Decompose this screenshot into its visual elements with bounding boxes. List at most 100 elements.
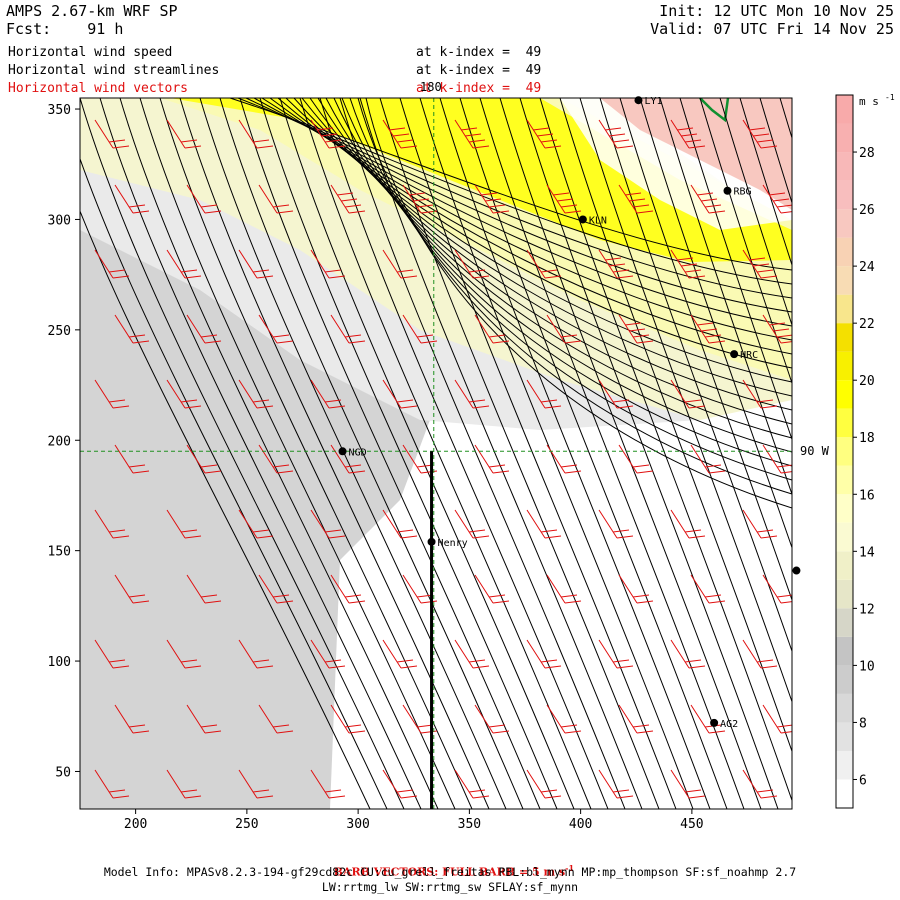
station-label: AG2 bbox=[720, 719, 738, 730]
wind-barb bbox=[186, 574, 222, 604]
streamline bbox=[279, 98, 575, 809]
streamline bbox=[341, 98, 792, 467]
streamline bbox=[99, 98, 422, 809]
wind-barb bbox=[762, 574, 792, 604]
model-title: AMPS 2.67-km WRF SP bbox=[6, 2, 178, 20]
wind-barb bbox=[94, 509, 130, 539]
wind-barb bbox=[114, 444, 150, 474]
wind-barb bbox=[330, 444, 366, 474]
field-vector-level: at k-index = 49 bbox=[416, 81, 542, 96]
station-label: HRC bbox=[740, 350, 758, 361]
streamline bbox=[333, 98, 792, 453]
colorbar-units: m s bbox=[859, 95, 879, 108]
streamline bbox=[539, 98, 792, 802]
wind-barb bbox=[618, 184, 654, 214]
wind-barb bbox=[474, 444, 510, 474]
wind-barb bbox=[166, 249, 202, 279]
streamline bbox=[139, 98, 456, 809]
colorbar-swatch bbox=[836, 123, 853, 153]
wind-barb bbox=[670, 769, 706, 799]
wind-barb bbox=[618, 574, 654, 604]
wind-barb bbox=[598, 249, 634, 279]
streamline bbox=[299, 98, 592, 809]
x-tick-label: 350 bbox=[458, 817, 481, 832]
streamline bbox=[199, 98, 507, 809]
colorbar-swatch bbox=[836, 722, 853, 751]
station-marker bbox=[730, 350, 739, 359]
y-tick-label: 100 bbox=[48, 655, 71, 670]
speed-region-terrain-white bbox=[560, 98, 792, 230]
wind-barb bbox=[186, 184, 222, 214]
wind-barb bbox=[546, 314, 582, 344]
wind-barb bbox=[742, 119, 778, 149]
wind-barb bbox=[454, 379, 490, 409]
wind-barb bbox=[762, 704, 792, 734]
model-info-line2: LW:rrtmg_lw SW:rrtmg_sw SFLAY:sf_mynn bbox=[321, 880, 579, 894]
colorbar-swatch bbox=[836, 152, 853, 181]
field-streamline-level: at k-index = 49 bbox=[416, 63, 542, 78]
colorbar-swatch bbox=[836, 693, 853, 723]
field-speed-level: at k-index = 49 bbox=[416, 45, 542, 60]
wind-barb bbox=[402, 314, 438, 344]
colorbar-tick-label: 8 bbox=[859, 716, 867, 731]
wind-barb bbox=[166, 509, 202, 539]
wind-barb bbox=[382, 769, 418, 799]
wind-barb bbox=[690, 184, 726, 214]
streamline bbox=[309, 98, 792, 411]
streamline bbox=[419, 98, 694, 809]
wind-barb bbox=[598, 379, 634, 409]
wind-barb bbox=[546, 184, 582, 214]
streamline bbox=[739, 98, 792, 267]
streamline bbox=[759, 98, 792, 205]
wind-barb bbox=[94, 249, 130, 279]
colorbar-tick-label: 20 bbox=[859, 374, 875, 389]
wind-barb bbox=[94, 119, 130, 149]
wind-barb bbox=[742, 249, 778, 279]
wind-barb bbox=[310, 639, 346, 669]
streamline bbox=[159, 98, 473, 809]
wind-barb bbox=[330, 704, 366, 734]
wind-barb bbox=[618, 444, 654, 474]
wind-barb bbox=[670, 509, 706, 539]
wind-barb bbox=[382, 379, 418, 409]
station-label: LY1 bbox=[644, 96, 662, 107]
streamline bbox=[679, 98, 792, 441]
colorbar-swatch bbox=[836, 551, 853, 580]
wind-barb bbox=[454, 249, 490, 279]
wind-barb bbox=[742, 379, 778, 409]
streamline bbox=[379, 98, 660, 809]
wind-barb bbox=[258, 574, 294, 604]
streamline bbox=[499, 98, 762, 809]
streamline bbox=[579, 98, 792, 704]
streamline bbox=[80, 157, 388, 809]
plot-frame bbox=[79, 97, 793, 810]
wind-barb bbox=[186, 314, 222, 344]
streamline bbox=[349, 98, 792, 481]
station-label: NGD bbox=[349, 447, 367, 458]
parallel-label: 90 W bbox=[800, 444, 829, 458]
x-tick-label: 250 bbox=[235, 817, 258, 832]
wind-barb bbox=[310, 379, 346, 409]
colorbar-swatch bbox=[836, 209, 853, 238]
wind-barb bbox=[598, 639, 634, 669]
wind-barb bbox=[310, 769, 346, 799]
wind-barb bbox=[238, 639, 274, 669]
streamline bbox=[339, 98, 626, 809]
wind-barb bbox=[762, 444, 792, 474]
wind-barb bbox=[238, 379, 274, 409]
model-info: Model Info: MPASv8.2.3-194-gf29cd82c CU:… bbox=[103, 865, 797, 879]
colorbar-swatch bbox=[836, 522, 853, 552]
streamline bbox=[639, 98, 792, 550]
wind-barb bbox=[258, 704, 294, 734]
colorbar-tick-label: 14 bbox=[859, 545, 875, 560]
wind-barb bbox=[474, 704, 510, 734]
wind-barb bbox=[742, 509, 778, 539]
streamline bbox=[80, 209, 371, 809]
wind-barb bbox=[114, 184, 150, 214]
field-vector-name: Horizontal wind vectors bbox=[8, 81, 189, 96]
colorbar-tick-label: 26 bbox=[859, 203, 875, 218]
colorbar-swatch bbox=[836, 636, 853, 666]
station-label: Henry bbox=[438, 538, 468, 549]
wind-barb bbox=[618, 314, 654, 344]
